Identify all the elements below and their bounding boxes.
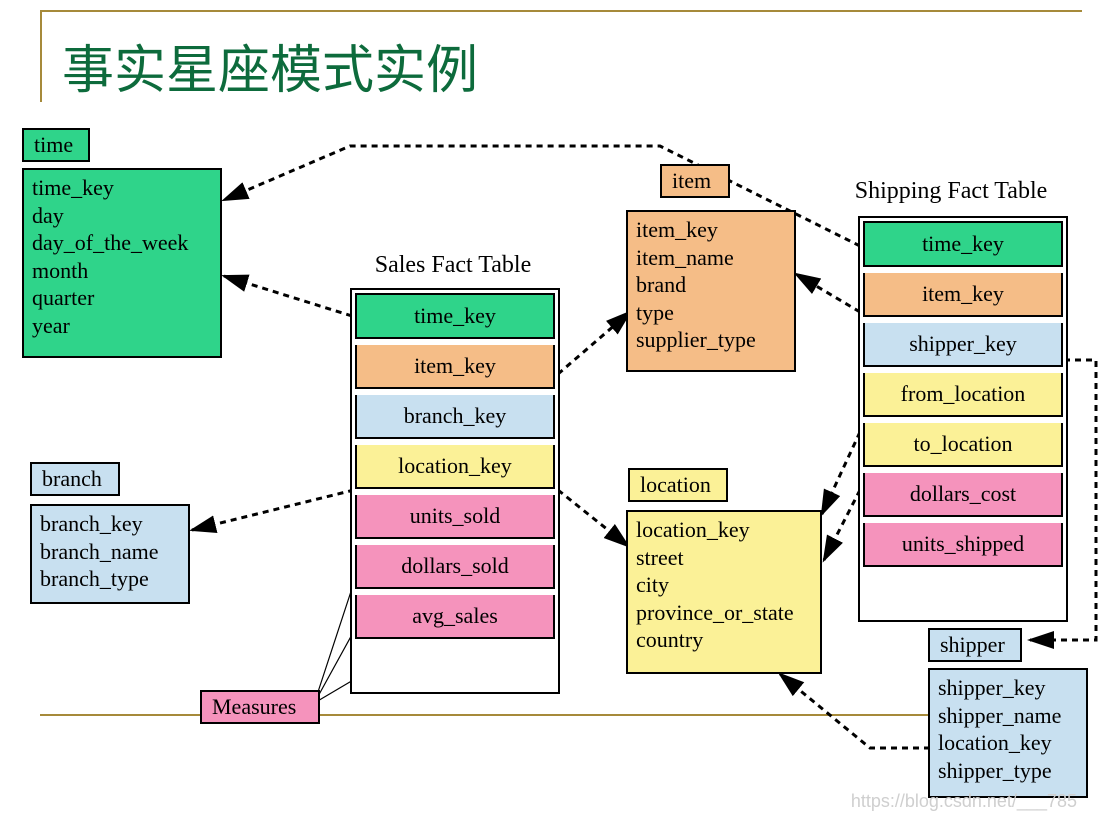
shipping-fact-title: Shipping Fact Table	[846, 178, 1056, 205]
shipping-fact-row: shipper_key	[863, 323, 1063, 367]
time-field: year	[32, 312, 212, 340]
connector-arrow	[224, 276, 352, 316]
time-dim-body: time_keydayday_of_the_weekmonthquarterye…	[22, 168, 222, 358]
time-field: day	[32, 202, 212, 230]
time-field: quarter	[32, 284, 212, 312]
sales-fact-row: item_key	[355, 345, 555, 389]
item-field: item_name	[636, 244, 786, 272]
location-dim-body: location_keystreetcityprovince_or_statec…	[626, 510, 822, 674]
shipper-field: shipper_key	[938, 674, 1078, 702]
slide-frame-top	[40, 10, 1082, 12]
shipping-fact-row: time_key	[863, 221, 1063, 267]
connector-arrow	[824, 490, 860, 560]
location-field: country	[636, 626, 812, 654]
connector-arrow	[780, 674, 930, 748]
shipping-fact-row: item_key	[863, 273, 1063, 317]
sales-fact-row: time_key	[355, 293, 555, 339]
sales-fact-table: time_key item_key branch_key location_keyun…	[350, 288, 560, 694]
branch-dim-header: branch	[30, 462, 120, 496]
slide-frame-left	[40, 10, 42, 102]
shipper-dim-body: shipper_keyshipper_namelocation_keyshipp…	[928, 668, 1088, 798]
watermark: https://blog.csdn.net/___785	[851, 791, 1077, 812]
location-field: province_or_state	[636, 599, 812, 627]
time-field: day_of_the_week	[32, 229, 212, 257]
sales-fact-row: dollars_sold	[355, 545, 555, 589]
location-field: street	[636, 544, 812, 572]
shipping-fact-row: units_shipped	[863, 523, 1063, 567]
item-dim-header: item	[660, 164, 730, 198]
connector-arrow	[558, 312, 630, 374]
branch-field: branch_name	[40, 538, 180, 566]
time-field: time_key	[32, 174, 212, 202]
time-field: month	[32, 257, 212, 285]
branch-dim-body: branch_keybranch_namebranch_type	[30, 504, 190, 604]
branch-field: branch_key	[40, 510, 180, 538]
item-field: brand	[636, 271, 786, 299]
shipper-dim-header: shipper	[928, 628, 1022, 662]
sales-fact-row: avg_sales	[355, 595, 555, 639]
sales-fact-row: branch_key	[355, 395, 555, 439]
item-dim-body: item_keyitem_namebrandtypesupplier_type	[626, 210, 796, 372]
connector-arrow	[796, 274, 860, 312]
shipping-fact-row: dollars_cost	[863, 473, 1063, 517]
item-field: type	[636, 299, 786, 327]
location-field: location_key	[636, 516, 812, 544]
shipping-fact-row: from_location	[863, 373, 1063, 417]
time-dim-header: time	[22, 128, 90, 162]
shipper-field: location_key	[938, 729, 1078, 757]
branch-field: branch_type	[40, 565, 180, 593]
shipping-fact-table: time_key item_key shipper_key from_location…	[858, 216, 1068, 622]
connector-arrow	[192, 490, 354, 530]
measures-label: Measures	[200, 690, 320, 724]
shipper-field: shipper_type	[938, 757, 1078, 785]
sales-fact-title: Sales Fact Table	[348, 252, 558, 279]
connector-arrow	[822, 432, 860, 514]
sales-fact-row: units_sold	[355, 495, 555, 539]
shipping-fact-row: to_location	[863, 423, 1063, 467]
location-field: city	[636, 571, 812, 599]
shipper-field: shipper_name	[938, 702, 1078, 730]
item-field: item_key	[636, 216, 786, 244]
location-dim-header: location	[628, 468, 728, 502]
slide-title: 事实星座模式实例	[62, 28, 478, 103]
item-field: supplier_type	[636, 326, 786, 354]
slide-divider	[40, 714, 1050, 716]
connector-arrow	[558, 490, 628, 546]
sales-fact-row: location_key	[355, 445, 555, 489]
